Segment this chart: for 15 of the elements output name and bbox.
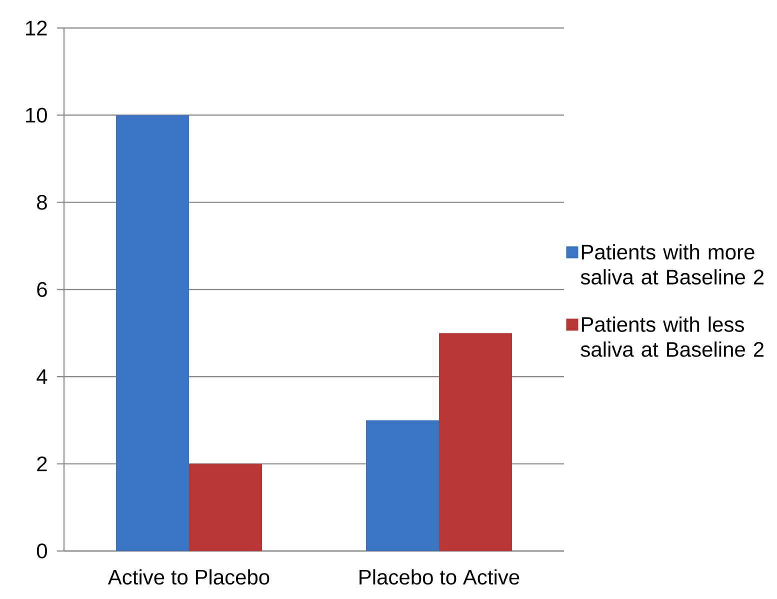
bar	[366, 420, 439, 551]
y-tick-label: 0	[36, 544, 47, 558]
x-tick-label: Placebo to Active	[360, 569, 520, 585]
y-tick-label: 2	[37, 456, 47, 472]
legend-label: Patients with less saliva at Baseline 2	[580, 316, 764, 357]
y-tick-label: 10	[26, 108, 47, 123]
bar	[439, 333, 512, 551]
x-tick-label: Active to Placebo	[108, 569, 270, 585]
y-tick-label: 4	[36, 369, 48, 384]
bar	[189, 464, 262, 551]
y-tick-label: 8	[37, 194, 47, 210]
y-tick-label: 6	[37, 282, 47, 297]
bar	[116, 115, 190, 551]
legend-label: Patients with more saliva at Baseline 2	[580, 244, 764, 285]
y-tick-label: 12	[26, 20, 47, 36]
